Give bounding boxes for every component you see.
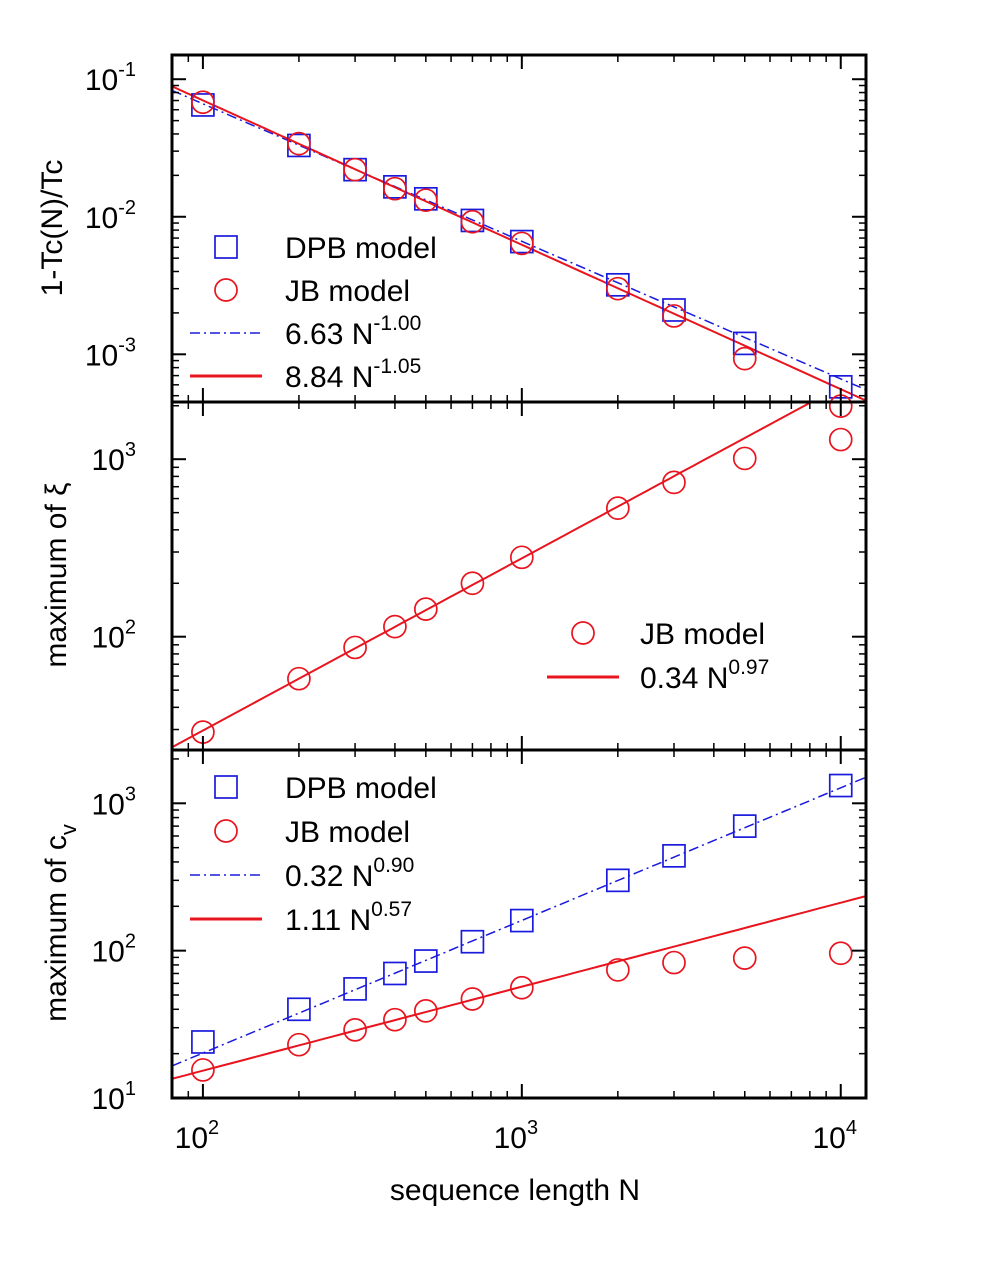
point-circle bbox=[605, 276, 630, 301]
point-square bbox=[460, 929, 485, 954]
legend-label: 8.84 N-1.05 bbox=[285, 355, 421, 394]
point-circle bbox=[343, 157, 367, 182]
point-circle bbox=[343, 1018, 367, 1042]
legend-label: JB model bbox=[285, 816, 410, 849]
ylabel-middle: maximum of ξ bbox=[40, 482, 73, 667]
y-tick-label: 10-1 bbox=[85, 59, 136, 97]
axes-frame bbox=[170, 748, 868, 1100]
point-circle bbox=[287, 666, 311, 691]
legend-label: 0.32 N0.90 bbox=[285, 854, 414, 893]
axes-frame bbox=[170, 400, 868, 752]
y-tick-label: 103 bbox=[92, 439, 137, 477]
point-square bbox=[662, 298, 686, 322]
y-tick-label: 10-2 bbox=[85, 197, 136, 235]
point-circle bbox=[509, 231, 534, 256]
point-circle bbox=[383, 176, 407, 201]
point-square bbox=[828, 773, 853, 798]
point-square bbox=[732, 331, 757, 356]
point-square bbox=[383, 961, 407, 986]
legend-circle bbox=[214, 278, 238, 302]
point-circle bbox=[191, 90, 215, 115]
panel-middle: maximum of ξ 102 103 JB model 0.34 N0.97 bbox=[40, 400, 868, 752]
point-square bbox=[662, 843, 686, 868]
plot-area bbox=[172, 85, 866, 402]
ylabel-top: 1-Tc(N)/Tc bbox=[36, 160, 69, 297]
point-circle bbox=[460, 987, 485, 1011]
legend-label: JB model bbox=[285, 275, 410, 308]
point-circle bbox=[662, 304, 686, 328]
point-circle bbox=[605, 958, 630, 982]
fit-line-1 bbox=[172, 85, 866, 402]
panel-top: 1-Tc(N)/Tc 10-3 10-2 10-1 DPB model JB model… bbox=[36, 53, 868, 418]
point-circle bbox=[732, 346, 757, 371]
point-circle bbox=[287, 131, 311, 156]
y-tick-label: 101 bbox=[92, 1078, 137, 1116]
fit-line-0 bbox=[172, 776, 866, 1067]
legend-label: 6.63 N-1.00 bbox=[285, 312, 421, 351]
y-tick-label: 102 bbox=[92, 617, 137, 655]
point-circle bbox=[413, 188, 438, 213]
x-tick-label: 102 bbox=[175, 1117, 220, 1155]
y-tick-label: 102 bbox=[92, 931, 137, 969]
point-circle bbox=[605, 496, 630, 520]
point-circle bbox=[413, 999, 438, 1023]
point-square bbox=[413, 949, 438, 973]
fit-line-1 bbox=[172, 895, 866, 1080]
point-square bbox=[732, 814, 757, 838]
fit-line-0 bbox=[172, 402, 814, 749]
xlabel: sequence length N bbox=[390, 1174, 640, 1207]
point-square bbox=[287, 997, 311, 1022]
point-circle bbox=[287, 1032, 311, 1057]
legend-label: JB model bbox=[640, 618, 765, 651]
x-tick-label: 103 bbox=[494, 1117, 539, 1155]
legend-label: 0.34 N0.97 bbox=[640, 656, 769, 695]
point-circle bbox=[732, 446, 757, 471]
legend-square bbox=[214, 235, 238, 259]
legend-circle bbox=[214, 819, 238, 843]
plot-area bbox=[172, 402, 814, 749]
point-circle bbox=[828, 427, 853, 452]
y-tick-label: 103 bbox=[92, 783, 137, 821]
point-circle bbox=[732, 946, 757, 970]
point-circle bbox=[383, 614, 407, 639]
point-circle bbox=[383, 1007, 407, 1032]
x-tick-label: 104 bbox=[812, 1117, 857, 1155]
y-tick-label: 10-3 bbox=[85, 334, 136, 372]
point-circle bbox=[460, 571, 485, 596]
point-circle bbox=[343, 635, 367, 660]
point-square bbox=[605, 868, 630, 893]
plot-area bbox=[172, 776, 866, 1080]
point-circle bbox=[509, 545, 534, 570]
legend-label: 1.11 N0.57 bbox=[285, 898, 412, 937]
point-circle bbox=[191, 1058, 215, 1082]
point-circle bbox=[828, 941, 853, 966]
legend-circle bbox=[571, 621, 595, 645]
point-circle bbox=[413, 597, 438, 621]
legend-label: DPB model bbox=[285, 232, 437, 265]
point-square bbox=[287, 133, 311, 158]
legend-square bbox=[214, 775, 238, 799]
point-circle bbox=[509, 975, 534, 1000]
legend-label: DPB model bbox=[285, 772, 437, 805]
panel-bottom: maximum of cv sequence length N 101 102 10… bbox=[40, 748, 868, 1207]
point-square bbox=[191, 1030, 215, 1054]
point-square bbox=[509, 908, 534, 933]
point-circle bbox=[460, 209, 485, 234]
point-square bbox=[343, 977, 367, 1001]
fit-line-0 bbox=[172, 89, 866, 391]
point-circle bbox=[662, 950, 686, 975]
point-circle bbox=[662, 470, 686, 495]
ylabel-bottom: maximum of cv bbox=[40, 824, 81, 1022]
axes-frame bbox=[170, 53, 868, 404]
